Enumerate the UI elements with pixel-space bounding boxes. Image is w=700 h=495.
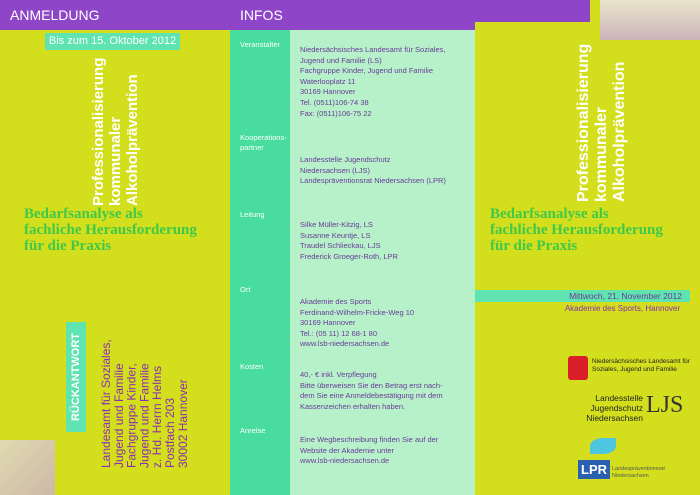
text-line: Bedarfsanalyse als [490, 206, 609, 222]
text-line: 40,- € inkl. Verpflegung [300, 370, 377, 379]
left-header: ANMELDUNG [0, 0, 230, 30]
text-line: www.lsb-niedersachsen.de [300, 339, 390, 349]
text-line: Soziales, Jugend und Familie [592, 366, 677, 373]
text-line: für die Praxis [24, 238, 112, 254]
text-line: Frederick Groeger-Roth, LPR [300, 251, 398, 261]
text-line: Professionalisierung [90, 57, 107, 206]
text-line: Landespräventionsrat Niedersachsen (LPR) [300, 176, 446, 186]
info-label: Leitung [240, 210, 290, 220]
text-line: Landesstelle [595, 393, 643, 403]
text-line: 30002 Hannover [175, 379, 190, 468]
ls-logo-icon [568, 356, 588, 380]
text-line: Kosten [240, 362, 264, 371]
info-text: 40,- € inkl. Verpflegung Bitte überweisen… [300, 370, 472, 412]
text-line: Website der Akademie unter [300, 445, 395, 455]
ls-logo-text: Niedersächsisches Landesamt für Soziales,… [592, 358, 690, 374]
lpr-logo-figures [590, 438, 616, 454]
text-line: Niedersächsisches Landesamt für [592, 358, 690, 365]
event-date: Mittwoch, 21. November 2012 [475, 290, 690, 302]
text-line: Veranstalter [240, 40, 281, 49]
text-line: Eine Wegbeschreibung finden Sie auf der [300, 435, 439, 444]
text-line: dem Sie eine Anmeldebestätigung mit dem [300, 391, 443, 401]
text-line: Ort [240, 285, 251, 294]
text-line: Kooperations- [240, 133, 287, 142]
text-line: Jugend und Familie [137, 363, 152, 468]
text-line: Akademie des Sports [300, 297, 372, 306]
info-header: INFOS [230, 0, 475, 30]
left-title: Professionalisierung kommunaler Alkoholprä… [90, 48, 141, 206]
venue: Akademie des Sports, Hannover [564, 304, 680, 313]
text-line: partner [240, 143, 264, 152]
text-line: Niedersächsisches Landesamt für Soziales… [300, 45, 446, 54]
text-line: www.lsb-niedersachsen.de [300, 456, 390, 466]
text-line: Jugendschutz [590, 403, 643, 413]
text-line: Alkoholprävention [124, 74, 141, 206]
info-label: Kooperations-partner [240, 133, 290, 153]
text-line: Fax: (0511)106-75 22 [300, 108, 372, 118]
text-line: Landespräventionsrat [612, 466, 665, 472]
text-line: Leitung [240, 210, 265, 219]
text-line: Niedersachsen [612, 473, 649, 479]
info-text: Akademie des Sports Ferdinand-Wilhelm-Fri… [300, 297, 472, 350]
text-line: Niedersachsen (LJS) [300, 165, 371, 175]
info-text: Landesstelle Jugendschutz Niedersachsen (… [300, 155, 472, 187]
ljs-logo-mark: LJS [646, 392, 684, 418]
info-label: Anreise [240, 426, 290, 436]
text-line: Niedersachsen [586, 413, 643, 423]
text-line: fachliche Herausforderung [490, 222, 663, 238]
reply-label: RÜCKANTWORT [66, 322, 86, 432]
info-text: Eine Wegbeschreibung finden Sie auf der W… [300, 435, 472, 467]
text-line: Kassenzeichen erhalten haben. [300, 401, 406, 411]
right-subtitle: Bedarfsanalyse als fachliche Herausforder… [490, 206, 700, 254]
info-label: Veranstalter [240, 40, 290, 50]
ljs-logo-text: Landesstelle Jugendschutz Niedersachsen [585, 393, 643, 423]
info-label: Kosten [240, 362, 290, 372]
text-line: Jugend und Familie (LS) [300, 55, 382, 65]
glass-image [0, 440, 55, 495]
text-line: Waterlooplatz 11 [300, 76, 356, 86]
deadline: Bis zum 15. Oktober 2012 [45, 33, 180, 50]
text-line: Silke Müller-Kitzig, LS [300, 220, 373, 229]
lpr-logo-text: Landespräventionsrat Niedersachsen [612, 466, 665, 480]
text-line: Tel.: (05 11) 12 68-1 80 [300, 328, 377, 338]
text-line: 30169 Hannover [300, 87, 356, 97]
text-line: Ferdinand-Wilhelm-Fricke-Weg 10 [300, 307, 415, 317]
text-line: Traudel Schlieckau, LJS [300, 241, 381, 251]
text-line: Professionalisierung [575, 43, 592, 202]
info-text: Silke Müller-Kitzig, LS Susanne Keuntje, … [300, 220, 472, 262]
glass-image [600, 0, 700, 40]
info-label-column [230, 30, 290, 495]
text-line: für die Praxis [490, 238, 578, 254]
right-header-bar [475, 0, 590, 22]
text-line: Tel. (0511)106-74 38 [300, 97, 369, 107]
text-line: kommunaler [593, 106, 610, 202]
text-line: 30169 Hannover [300, 318, 356, 328]
text-line: Alkoholprävention [611, 61, 628, 202]
text-line: Bedarfsanalyse als [24, 206, 143, 222]
right-title: Professionalisierung kommunaler Alkoholprä… [575, 22, 629, 202]
info-text: Niedersächsisches Landesamt für Soziales… [300, 45, 472, 119]
text-line: kommunaler [107, 116, 124, 206]
info-label: Ort [240, 285, 290, 295]
text-line: Anreise [240, 426, 266, 435]
left-subtitle: Bedarfsanalyse als fachliche Herausforder… [24, 206, 224, 254]
text-line: Landesstelle Jugendschutz [300, 155, 391, 164]
lpr-logo-mark: LPR [578, 460, 610, 479]
text-line: Bitte überweisen Sie den Betrag erst nac… [300, 380, 443, 390]
text-line: Fachgruppe Kinder, Jugend und Familie [300, 66, 434, 76]
text-line: Fachgruppe Kinder, [124, 363, 139, 468]
info-text-column [290, 30, 475, 495]
address: Landesamt für Soziales, Jugend und Famili… [99, 308, 190, 468]
text-line: fachliche Herausforderung [24, 222, 197, 238]
text-line: Susanne Keuntje, LS [300, 230, 371, 240]
